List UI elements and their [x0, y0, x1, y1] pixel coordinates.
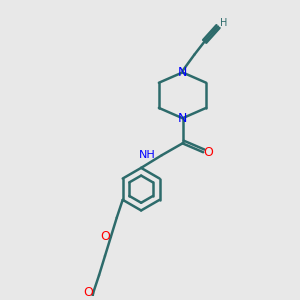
Text: N: N: [178, 66, 187, 79]
Text: H: H: [220, 18, 227, 28]
Text: O: O: [83, 286, 93, 299]
Text: O: O: [100, 230, 110, 243]
Text: NH: NH: [139, 150, 155, 160]
Text: O: O: [204, 146, 214, 159]
Text: N: N: [178, 112, 187, 125]
